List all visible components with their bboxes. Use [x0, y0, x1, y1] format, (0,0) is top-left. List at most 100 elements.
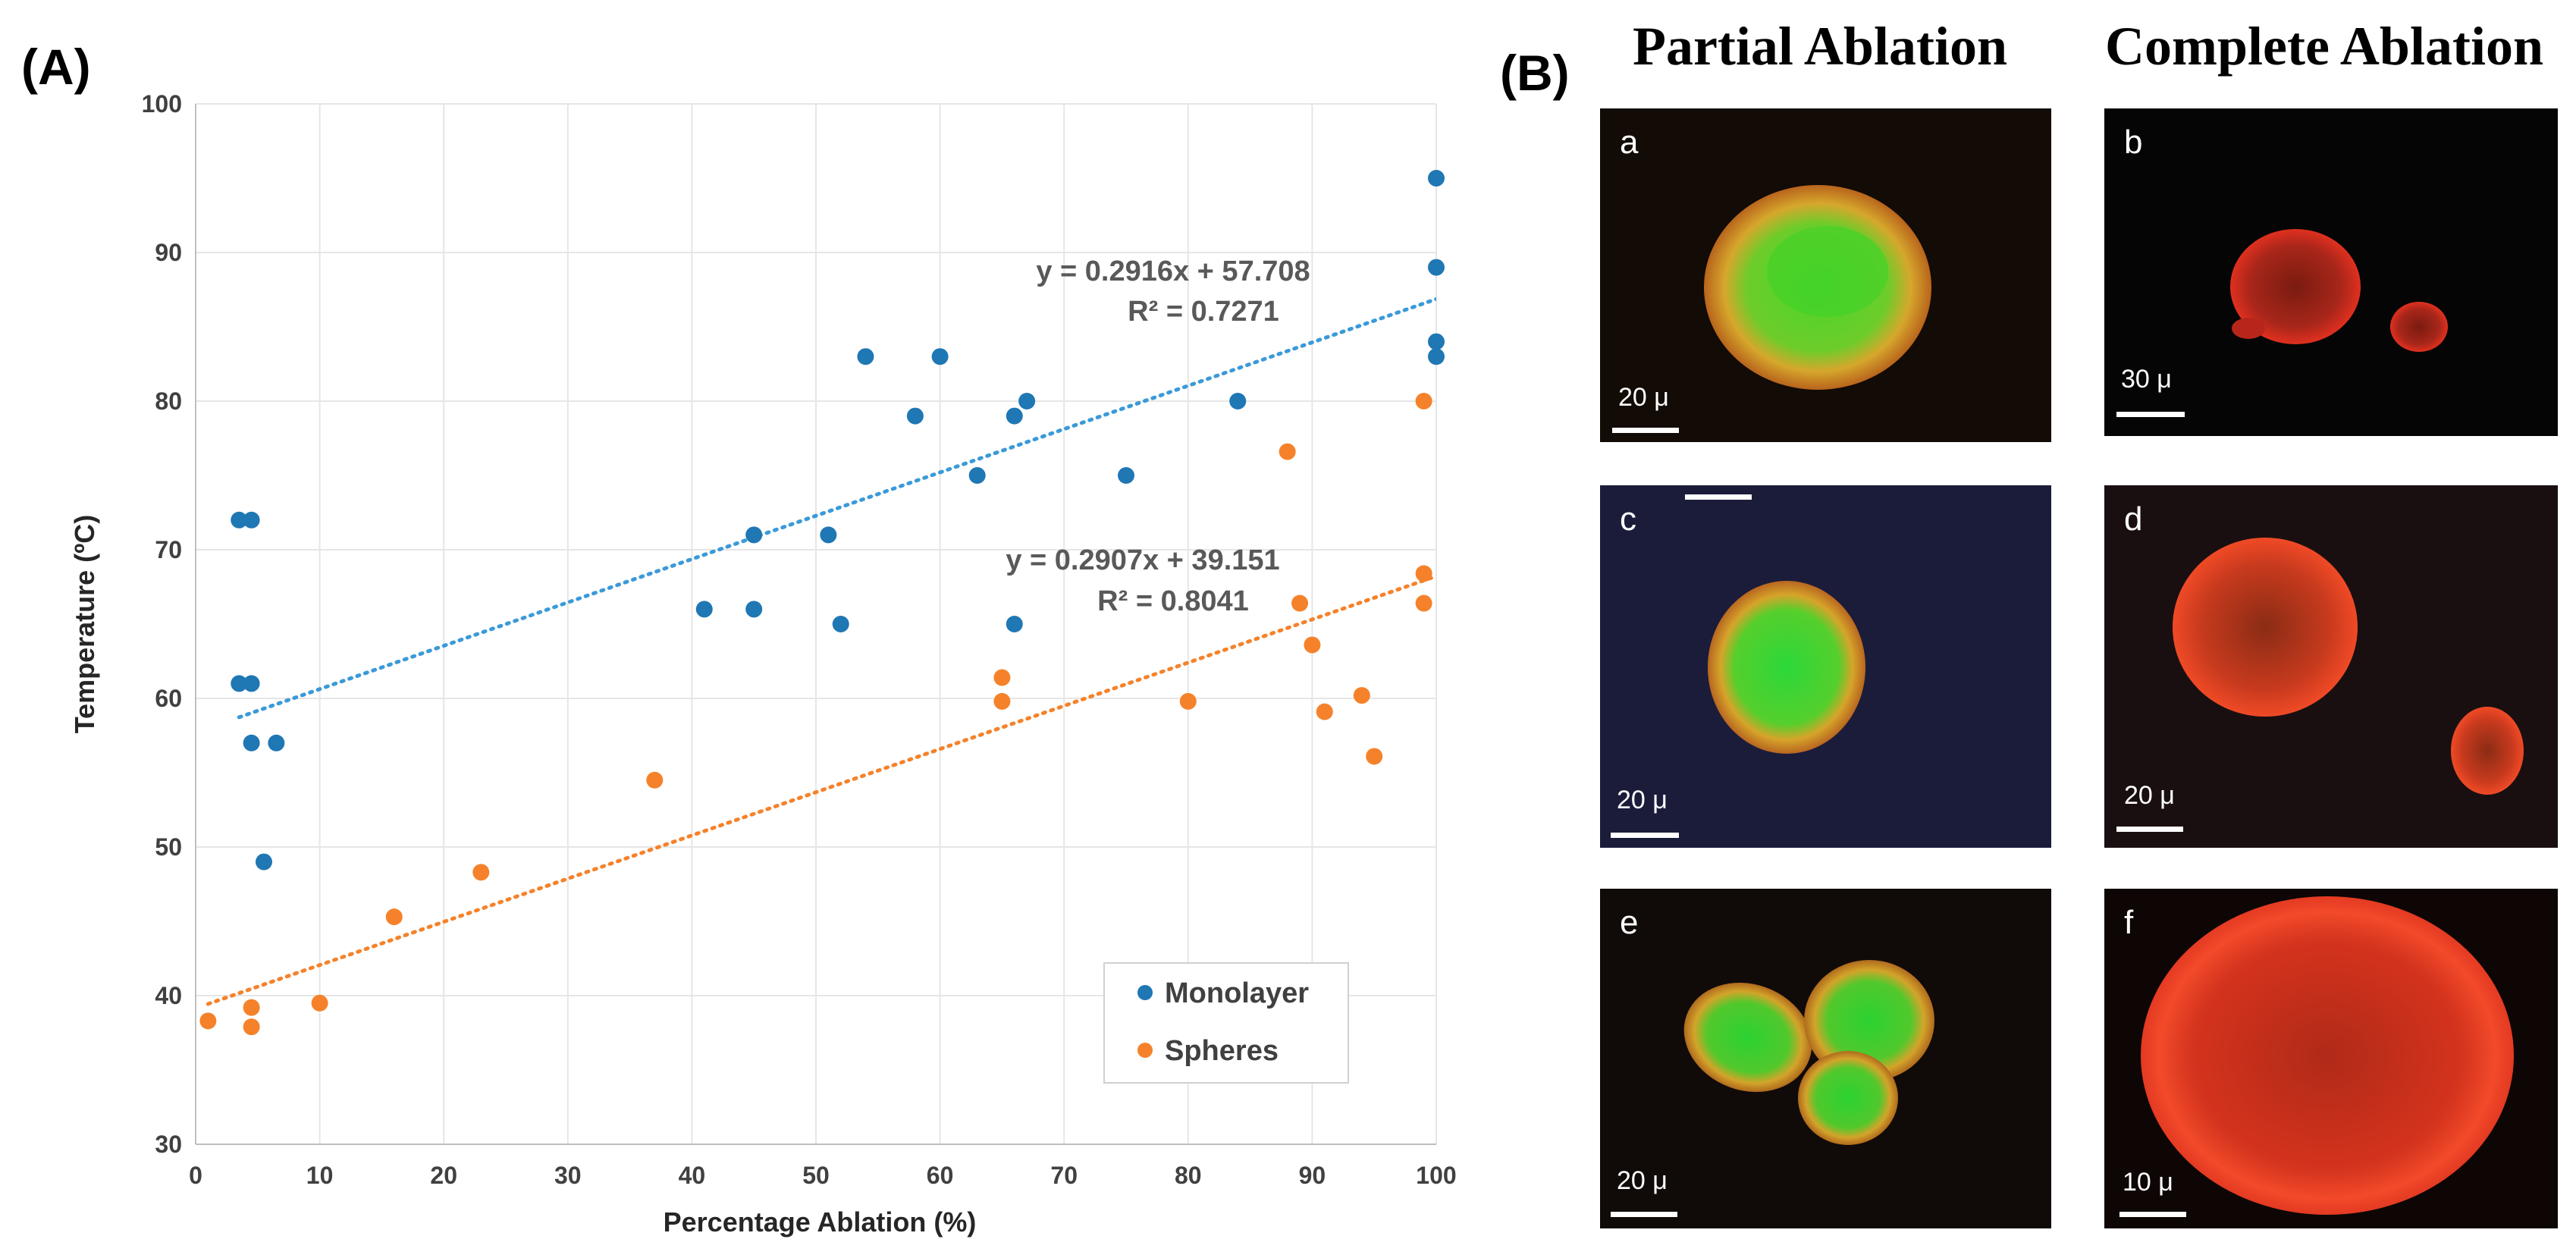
x-axis-title: Percentage Ablation (%) [664, 1206, 977, 1238]
monolayer-point [1006, 616, 1023, 632]
spheres-point [1415, 393, 1432, 409]
micrograph-e-scale-bar [1611, 1212, 1677, 1217]
micrograph-c-scale-bar [1611, 833, 1679, 838]
monolayer-point [1428, 348, 1445, 365]
spheres-trendline [206, 574, 1436, 1006]
spheres-point [1415, 565, 1432, 582]
spheres-point [1179, 692, 1197, 710]
micrograph-f-letter: f [2124, 904, 2134, 941]
micrograph-b-scale-label: 30 μ [2121, 365, 2172, 394]
spheres-point [199, 1012, 217, 1030]
column-title-partial-ablation: Partial Ablation [1632, 16, 2007, 77]
monolayer-point [1428, 333, 1445, 350]
y-tick-label: 60 [155, 685, 182, 712]
micrograph-c-image [1685, 494, 1865, 754]
micrograph-f-scale-bar [2119, 1212, 2186, 1217]
monolayer-point [243, 675, 260, 692]
spheres-point [993, 692, 1011, 710]
x-tick-label: 90 [1299, 1162, 1326, 1189]
y-tick-label: 70 [155, 536, 182, 563]
y-tick-label: 90 [155, 239, 182, 266]
monolayer-trendline [237, 296, 1436, 720]
x-tick-label: 40 [679, 1162, 706, 1189]
x-tick-label: 100 [1416, 1162, 1456, 1189]
spheres-point [1415, 594, 1432, 612]
monolayer-point [1018, 393, 1036, 409]
monolayer-point [745, 526, 763, 544]
spheres-point [1316, 703, 1333, 720]
micrograph-d-scale-bar [2116, 827, 2183, 832]
micrograph-b-scale-bar [2116, 412, 2185, 417]
monolayer-point [231, 511, 248, 529]
micrograph-f: f 10 μ [2104, 889, 2558, 1228]
micrograph-a-scale-bar [1612, 428, 1679, 433]
monolayer-point [1428, 170, 1445, 187]
x-tick-label: 30 [554, 1162, 582, 1189]
y-tick-label: 50 [155, 833, 182, 861]
spheres-point [646, 771, 664, 789]
micrograph-a-image [1704, 185, 1931, 390]
monolayer-point [745, 601, 763, 618]
column-title-complete-ablation: Complete Ablation [2104, 16, 2543, 77]
micrograph-f-image [2141, 896, 2514, 1215]
monolayer-point [268, 734, 285, 751]
spheres-equation: y = 0.2907x + 39.151 [1006, 544, 1279, 576]
x-tick-label: 60 [927, 1162, 954, 1189]
legend-marker-monolayer [1137, 985, 1153, 1000]
monolayer-point [968, 467, 986, 484]
monolayer-point [1229, 393, 1247, 409]
spheres-point [311, 994, 328, 1012]
micrograph-e-letter: e [1620, 904, 1639, 941]
x-tick-label: 50 [802, 1162, 830, 1189]
y-axis-title: Temperature (ºC) [69, 515, 100, 734]
micrograph-e: e 20 μ [1600, 889, 2051, 1228]
monolayer-point [832, 616, 849, 632]
monolayer-point [243, 511, 260, 529]
spheres-point [385, 908, 403, 926]
micrograph-b-letter: b [2124, 124, 2143, 161]
monolayer-r2: R² = 0.7271 [1128, 296, 1279, 328]
micrograph-d-image [2173, 538, 2524, 795]
x-tick-label: 10 [306, 1162, 334, 1189]
scatter-chart: 0 10 20 30 40 50 60 70 80 90 10030405060708090100 … [69, 90, 1457, 1238]
legend-label-spheres: Spheres [1165, 1035, 1279, 1067]
x-tick-label: 20 [430, 1162, 457, 1189]
monolayer-point [1006, 407, 1023, 425]
micrograph-c: c 20 μ [1600, 485, 2051, 848]
y-tick-label: 30 [155, 1131, 182, 1158]
trendlines [206, 296, 1436, 1006]
micrograph-c-letter: c [1620, 500, 1636, 538]
monolayer-point [906, 407, 924, 425]
micrograph-c-scale-label: 20 μ [1617, 786, 1668, 814]
monolayer-point [857, 348, 874, 365]
spheres-point [1366, 748, 1383, 765]
micrograph-b-image [2230, 229, 2448, 352]
spheres-point [243, 1018, 260, 1036]
micrograph-a-scale-label: 20 μ [1618, 383, 1669, 412]
micrograph-e-scale-label: 20 μ [1617, 1166, 1668, 1195]
micrograph-a: a 20 μ [1600, 108, 2051, 442]
spheres-point [1304, 636, 1321, 654]
spheres-point [472, 864, 490, 881]
monolayer-point [231, 675, 248, 692]
spheres-point [1279, 443, 1296, 460]
spheres-r2: R² = 0.8041 [1097, 585, 1249, 617]
monolayer-point [1428, 259, 1445, 276]
y-tick-label: 100 [142, 90, 182, 118]
legend-label-monolayer: Monolayer [1165, 977, 1309, 1009]
micrograph-d-scale-label: 20 μ [2124, 781, 2175, 810]
monolayer-point [695, 601, 713, 618]
monolayer-point [1118, 467, 1134, 484]
y-tick-label: 80 [155, 387, 182, 415]
monolayer-point [931, 348, 949, 365]
x-tick-label: 0 [189, 1162, 202, 1189]
micrograph-a-letter: a [1620, 124, 1639, 161]
micrograph-f-scale-label: 10 μ [2123, 1168, 2173, 1197]
legend: Monolayer Spheres [1103, 962, 1349, 1084]
micrograph-d-letter: d [2124, 500, 2143, 538]
x-tick-label: 80 [1175, 1162, 1202, 1189]
panel-a-label: (A) [21, 39, 91, 95]
spheres-point [243, 999, 260, 1016]
y-tick-label: 40 [155, 982, 182, 1009]
x-tick-label: 70 [1050, 1162, 1078, 1189]
